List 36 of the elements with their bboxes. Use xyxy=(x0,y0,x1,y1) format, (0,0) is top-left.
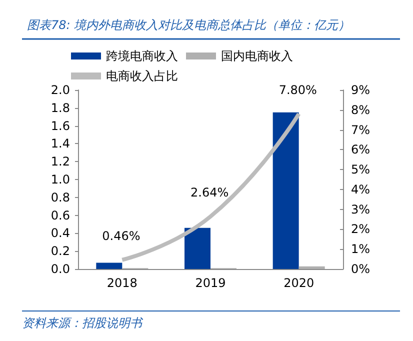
y-tick-label: 1.4 xyxy=(50,136,70,151)
legend-label: 电商收入占比 xyxy=(106,69,178,83)
y-tick-label: 0.0 xyxy=(50,262,70,276)
bar xyxy=(96,262,122,269)
legend-label: 国内电商收入 xyxy=(221,49,293,63)
data-label: 2.64% xyxy=(190,185,229,200)
data-label: 0.46% xyxy=(102,228,140,243)
y2-tick-label: 9% xyxy=(351,83,370,97)
y-tick-label: 0.8 xyxy=(50,190,70,204)
y-tick-label: 0.6 xyxy=(50,208,70,222)
y-tick-label: 1.2 xyxy=(50,154,70,169)
bar xyxy=(184,228,210,269)
y2-tick-label: 4% xyxy=(351,182,370,196)
legend-label: 跨境电商收入 xyxy=(106,49,178,63)
chart-title: 图表78: 境内外电商收入对比及电商总体占比（单位：亿元） xyxy=(27,18,350,32)
bar xyxy=(272,112,299,269)
y-tick-label: 1.6 xyxy=(50,118,70,133)
y-tick-label: 1.0 xyxy=(50,172,70,186)
y-tick-label: 0.4 xyxy=(50,226,70,240)
y2-tick-label: 7% xyxy=(351,122,370,137)
x-tick-label: 2019 xyxy=(195,276,226,290)
data-label: 7.80% xyxy=(278,82,317,97)
y2-tick-label: 2% xyxy=(351,222,370,236)
y2-tick-label: 8% xyxy=(351,102,370,117)
y-tick-label: 2.0 xyxy=(50,83,70,97)
y2-tick-label: 0% xyxy=(351,262,370,276)
text: 资料来源：招股说明书 xyxy=(22,316,144,330)
y-tick-label: 0.2 xyxy=(50,244,70,258)
x-tick-label: 2018 xyxy=(106,276,138,290)
y2-tick-label: 1% xyxy=(351,242,370,256)
y2-tick-label: 5% xyxy=(351,162,370,177)
y2-tick-label: 3% xyxy=(351,202,370,216)
x-tick-label: 2020 xyxy=(284,276,314,290)
y2-tick-label: 6% xyxy=(351,142,370,157)
y-tick-label: 1.8 xyxy=(50,100,70,115)
bar xyxy=(298,266,325,269)
